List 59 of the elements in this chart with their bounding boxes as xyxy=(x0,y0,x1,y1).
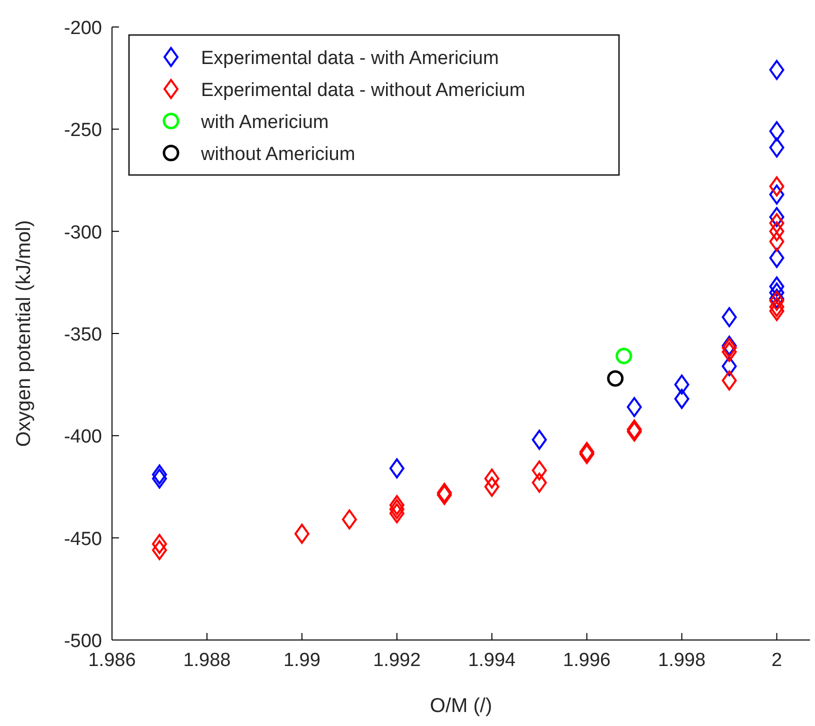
point xyxy=(389,499,404,520)
point xyxy=(769,60,784,80)
x-tick-label: 1.992 xyxy=(373,650,421,671)
point xyxy=(389,495,404,516)
point xyxy=(532,430,547,450)
point xyxy=(769,248,784,268)
x-tick-label: 1.998 xyxy=(658,650,706,671)
point xyxy=(674,374,690,395)
point xyxy=(389,458,404,478)
point xyxy=(532,460,547,480)
point xyxy=(769,296,784,317)
x-tick-label: 1.988 xyxy=(183,650,231,671)
legend-label: without Americium xyxy=(200,144,356,165)
point xyxy=(152,464,167,484)
legend-label: Experimental data - without Americium xyxy=(201,80,526,101)
point xyxy=(722,307,737,328)
point xyxy=(769,207,784,228)
point xyxy=(722,356,737,376)
legend-label: with Americium xyxy=(200,112,329,133)
point xyxy=(616,348,632,364)
point xyxy=(769,276,784,297)
point xyxy=(484,476,500,497)
y-tick-label: -200 xyxy=(64,18,102,39)
point xyxy=(769,176,784,196)
point xyxy=(152,534,167,554)
x-axis-title: O/M (/) xyxy=(430,695,492,717)
x-tick-label: 1.996 xyxy=(563,650,611,671)
point xyxy=(769,138,784,158)
point xyxy=(722,370,737,390)
y-axis-title: Oxygen potential (kJ/mol) xyxy=(13,220,35,447)
y-tick-label: -300 xyxy=(64,222,102,244)
point xyxy=(769,184,784,205)
point xyxy=(342,509,357,530)
point xyxy=(769,282,784,303)
y-tick-label: -450 xyxy=(64,528,102,550)
point xyxy=(769,121,784,142)
y-tick-label: -250 xyxy=(64,120,102,142)
y-tick-label: -350 xyxy=(64,324,102,346)
point xyxy=(532,472,547,493)
x-tick-label: 1.986 xyxy=(88,650,136,671)
x-tick-label: 1.99 xyxy=(283,650,320,671)
point xyxy=(484,468,500,489)
y-tick-label: -400 xyxy=(64,426,102,448)
point xyxy=(607,370,624,387)
point xyxy=(389,503,404,524)
point xyxy=(674,388,690,409)
point xyxy=(769,221,784,242)
point xyxy=(769,232,784,252)
point xyxy=(769,213,784,234)
x-tick-label: 1.994 xyxy=(468,650,516,671)
y-tick-label: -500 xyxy=(64,631,102,652)
x-tick-label: 2 xyxy=(771,650,782,671)
point xyxy=(152,468,167,489)
point xyxy=(626,397,642,418)
legend-label: Experimental data - with Americium xyxy=(201,48,499,69)
point xyxy=(722,342,737,362)
point xyxy=(769,301,784,322)
point xyxy=(294,524,310,544)
point xyxy=(152,540,167,560)
